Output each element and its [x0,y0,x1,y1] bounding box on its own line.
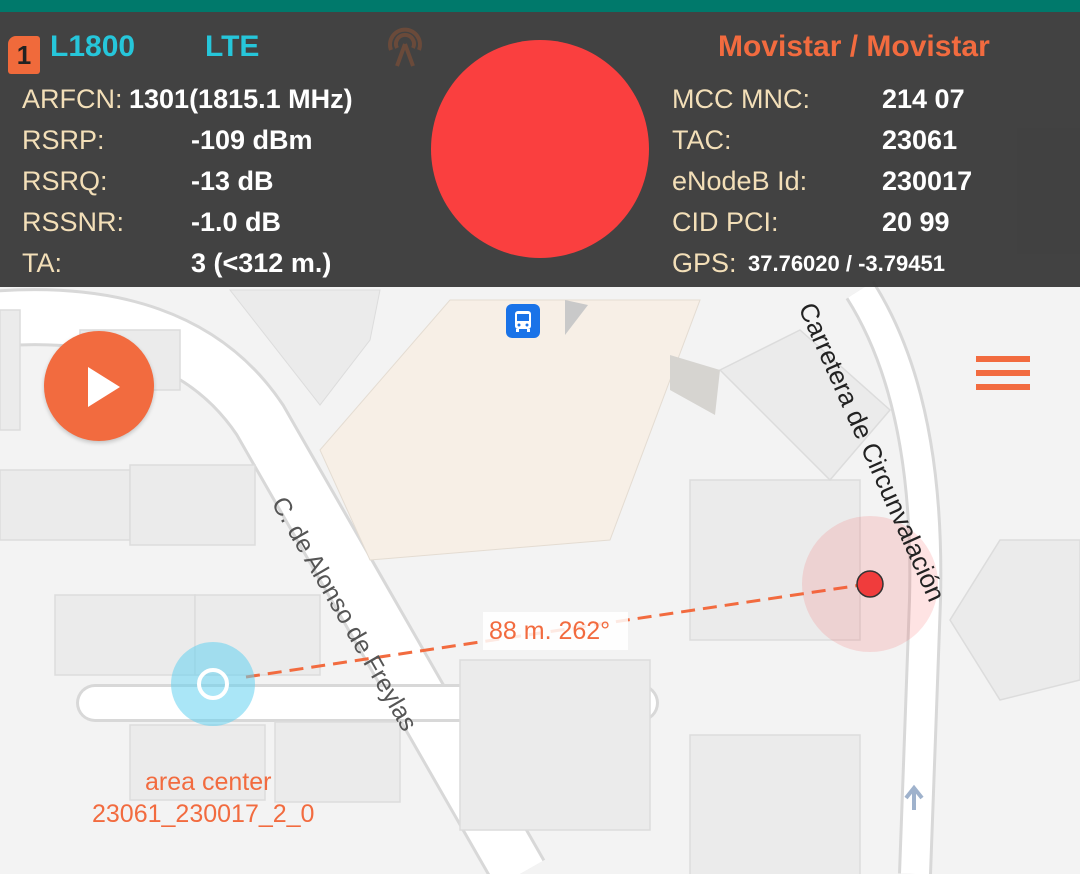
mcc-mnc-label: MCC MNC: [672,84,810,114]
play-button[interactable] [44,331,154,441]
mcc-mnc-value: 214 07 [882,84,965,114]
rsrp-value: -109 dBm [191,125,313,155]
status-bar [0,0,1080,12]
tac-label: TAC: [672,125,732,155]
bus-stop-icon[interactable] [506,304,540,338]
enodeb-label: eNodeB Id: [672,166,808,196]
arfcn-label: ARFCN: [22,84,123,114]
gps-value: 37.76020 / -3.79451 [748,251,945,276]
rsrq-value: -13 dB [191,166,274,196]
signal-quality-indicator [431,40,649,258]
menu-button[interactable] [976,356,1030,394]
antenna-icon [388,27,422,67]
cell-tower-marker[interactable] [856,570,884,598]
ta-value: 3 (<312 m.) [191,248,332,278]
band-label: L1800 [50,30,136,63]
sim-slot-badge: 1 [8,36,40,74]
rsrp-label: RSRP: [22,125,105,155]
play-icon [88,367,120,407]
area-center-title: area center [145,768,272,796]
rssnr-value: -1.0 dB [191,207,282,237]
enodeb-value: 230017 [882,166,973,196]
area-center-marker[interactable] [197,668,229,700]
gps-label: GPS: [672,248,737,278]
rsrq-label: RSRQ: [22,166,108,196]
operator-name: Movistar / Movistar [718,30,990,63]
cid-pci-label: CID PCI: [672,207,779,237]
area-center-id: 23061_230017_2_0 [92,800,315,828]
arfcn-value: 1301(1815.1 MHz) [129,84,353,114]
ta-label: TA: [22,248,62,278]
distance-label: 88 m. 262° [489,617,611,645]
rssnr-label: RSSNR: [22,207,125,237]
technology-label: LTE [205,30,260,63]
tac-value: 23061 [882,125,958,155]
cid-pci-value: 20 99 [882,207,950,237]
area-center-circle [171,642,255,726]
